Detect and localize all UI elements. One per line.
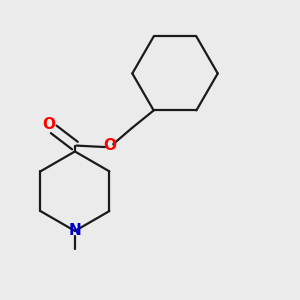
Text: O: O: [42, 118, 55, 133]
Text: N: N: [68, 224, 81, 238]
Text: O: O: [104, 138, 117, 153]
